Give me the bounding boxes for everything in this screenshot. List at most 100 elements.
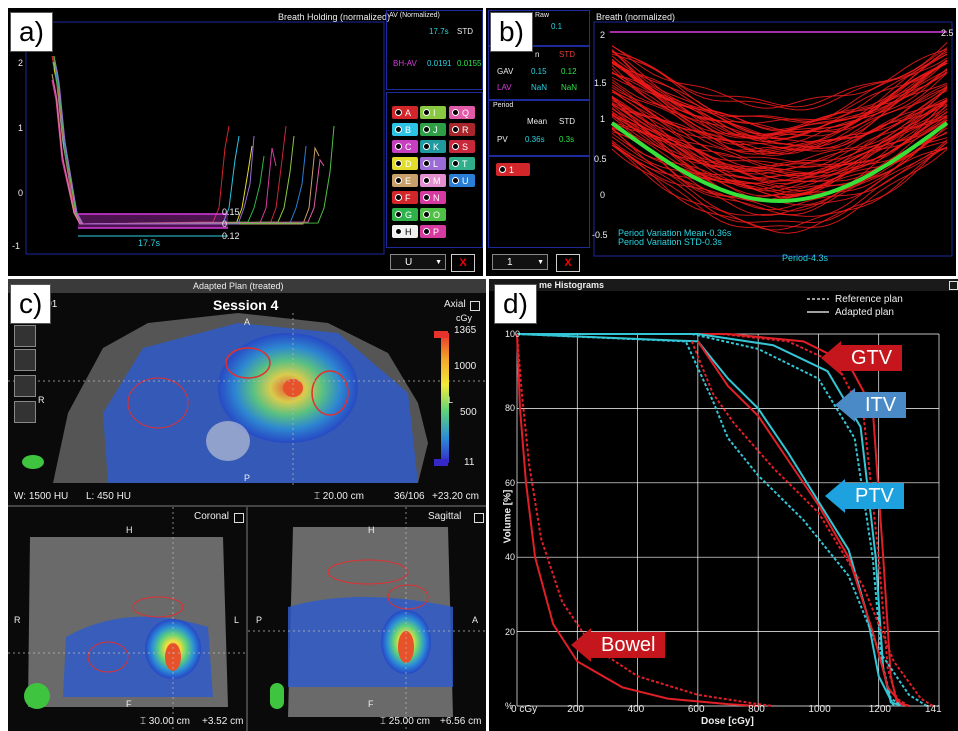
series-chip-Q[interactable]: Q — [449, 106, 475, 119]
legend-reference: Reference plan — [835, 294, 903, 305]
chip-dot-icon — [423, 194, 430, 201]
close-button-a[interactable]: X — [451, 254, 475, 272]
breath-cycle-trace — [611, 99, 948, 192]
dvh-xlabel: Dose [cGy] — [701, 716, 754, 727]
chip-label: O — [433, 209, 441, 220]
breath-cycle-trace — [611, 90, 948, 155]
series-chip-G[interactable]: G — [392, 208, 418, 221]
panel-a-title: Breath Holding (normalized) — [278, 12, 391, 22]
sagittal-H: H — [368, 525, 375, 535]
dvh-x-tick: 1200 — [868, 704, 891, 715]
coronal-view — [8, 507, 246, 731]
chip-label: I — [433, 107, 436, 118]
series-chip-E[interactable]: E — [392, 174, 418, 187]
sagittal-maximize-icon[interactable] — [474, 513, 484, 523]
series-chip-H[interactable]: H — [392, 225, 418, 238]
y-tick-m1: -1 — [12, 241, 21, 251]
ptv-arrow: PTV — [825, 479, 904, 513]
ptv-arrow-head-icon — [825, 479, 845, 513]
series-select[interactable]: U ▼ — [390, 254, 446, 270]
series-chip-C[interactable]: C — [392, 140, 418, 153]
series-chip-N[interactable]: N — [420, 191, 446, 204]
axial-maximize-icon[interactable] — [470, 301, 480, 311]
breath-cycle-trace — [611, 98, 948, 169]
coronal-L: L — [234, 615, 240, 625]
series-chip-R[interactable]: R — [449, 123, 475, 136]
chip-label: U — [462, 175, 469, 186]
label-c: c) — [10, 284, 52, 324]
axial-position: +23.20 cm — [432, 491, 479, 502]
av-col1: n — [535, 50, 540, 59]
breath-cycle-trace — [611, 103, 948, 152]
tool-lung-icon[interactable] — [14, 401, 36, 423]
dvh-x-tick: 1000 — [808, 704, 831, 715]
sagittal-figure-icon[interactable] — [270, 683, 284, 709]
cycle-select[interactable]: 1 ▼ — [492, 254, 548, 270]
dvh-x-tick: 141 — [925, 704, 942, 715]
series-chip-T[interactable]: T — [449, 157, 475, 170]
series-chip-F[interactable]: F — [392, 191, 418, 204]
period-annot-2: Period Variation STD-0.3s — [618, 237, 722, 247]
tool-contour-icon[interactable] — [14, 325, 36, 347]
chip-label: A — [405, 107, 412, 118]
coronal-figure-icon[interactable] — [24, 683, 50, 709]
chip-dot-icon — [452, 143, 459, 150]
close-button-b[interactable]: X — [556, 254, 580, 272]
panel-c-title: Adapted Plan (treated) — [193, 281, 284, 291]
sagittal-A: A — [472, 615, 479, 625]
series-chip-K[interactable]: K — [420, 140, 446, 153]
panel-a-chart — [25, 21, 385, 255]
chip-label: N — [433, 192, 440, 203]
panel-b-raw-box: Raw 0.1 — [488, 10, 590, 46]
period-annot-1: Period Variation Mean-0.36s — [618, 228, 732, 238]
y-tick-1: 1 — [18, 123, 24, 133]
chip-dot-icon — [395, 228, 402, 235]
hline-label-bot: 0.12 — [222, 231, 240, 241]
scale-max: 1365 — [454, 325, 477, 336]
breath-cycle-trace — [611, 84, 948, 155]
period-col2: STD — [559, 117, 575, 126]
breath-hold-trace — [53, 55, 335, 225]
cycle-chip-1[interactable]: 1 — [496, 163, 530, 176]
chip-label: T — [462, 158, 468, 169]
tool-organ-icon[interactable] — [14, 349, 36, 371]
chip-dot-icon — [423, 160, 430, 167]
series-chip-A[interactable]: A — [392, 106, 418, 119]
dvh-y-tick: 80 — [505, 403, 516, 414]
series-chip-B[interactable]: B — [392, 123, 418, 136]
breath-hold-trace — [52, 79, 325, 225]
coronal-maximize-icon[interactable] — [234, 513, 244, 523]
chip-label: L — [433, 158, 439, 169]
series-chip-L[interactable]: L — [420, 157, 446, 170]
orientation-figure-icon[interactable] — [22, 455, 44, 469]
chip-dot-icon — [423, 177, 430, 184]
series-chip-O[interactable]: O — [420, 208, 446, 221]
dvh-y-tick: 100 — [505, 329, 521, 339]
period-label: Period-4.3s — [782, 253, 829, 263]
chip-label: B — [405, 124, 412, 135]
series-chip-U[interactable]: U — [449, 174, 475, 187]
series-chip-P[interactable]: P — [420, 225, 446, 238]
series-chip-J[interactable]: J — [420, 123, 446, 136]
coronal-position: +3.52 cm — [202, 716, 244, 727]
breath-cycle-trace — [611, 79, 948, 139]
panel-d-title: me Histograms — [539, 280, 605, 290]
chip-label: R — [462, 124, 469, 135]
chip-dot-icon — [395, 194, 402, 201]
gtv-arrow-head-icon — [821, 341, 841, 375]
series-chip-M[interactable]: M — [420, 174, 446, 187]
series-chip-I[interactable]: I — [420, 106, 446, 119]
tool-liver-icon[interactable] — [14, 375, 36, 397]
scale-1000: 1000 — [454, 361, 477, 372]
sagittal-P: P — [256, 615, 263, 625]
chip-dot-icon — [423, 109, 430, 116]
series-chip-S[interactable]: S — [449, 140, 475, 153]
series-chip-D[interactable]: D — [392, 157, 418, 170]
breath-cycle-trace — [611, 98, 948, 192]
breath-hold-trace — [54, 67, 307, 225]
breath-hold-trace — [53, 61, 295, 225]
level-label: L: 450 HU — [86, 491, 132, 502]
raw-val: 0.1 — [551, 22, 563, 31]
panel-c-adapted-plan: Adapted Plan (treated) — [8, 279, 486, 731]
dvh-x-tick: 600 — [687, 704, 705, 715]
